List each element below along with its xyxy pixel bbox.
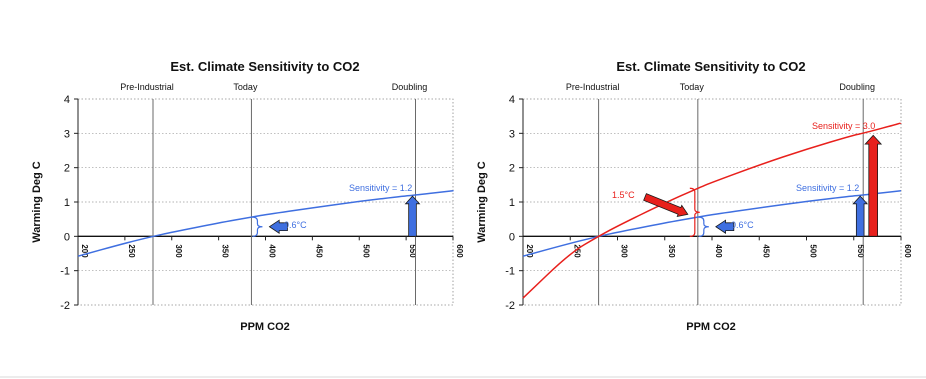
x-tick-label: 250 [127,244,136,258]
arrow-diagonal-red-shape [643,193,689,218]
y-axis-label: Warming Deg C [31,161,43,243]
warming-brace-red [689,187,700,237]
reference-line-label: Doubling [839,82,875,92]
chart-title: Est. Climate Sensitivity to CO2 [170,59,359,74]
x-tick-label: 450 [314,244,323,258]
x-tick-label: 500 [361,244,370,258]
x-tick-label: 500 [809,244,818,258]
x-axis-label: PPM CO2 [686,321,736,333]
warming-brace-blue [252,216,263,237]
warming-brace-blue [698,216,709,237]
y-tick-label: -1 [60,266,70,278]
y-tick-label: -2 [505,300,515,312]
reference-line-label: Doubling [392,82,428,92]
y-tick-label: -2 [60,300,70,312]
x-tick-label: 400 [268,244,277,258]
series-line-1 [522,189,902,257]
y-tick-label: 3 [509,128,515,140]
annotation-label: Sensitivity = 1.2 [796,183,859,193]
arrow-diagonal-red-icon [643,193,689,218]
reference-line-label: Pre-Industrial [120,82,174,92]
arrow-up-red-icon [864,134,883,237]
x-tick-label: 300 [620,244,629,258]
x-tick-label: 300 [174,244,183,258]
x-tick-label: 200 [525,244,534,258]
y-tick-label: 1 [509,197,515,209]
annotation-label: 1.5°C [612,190,635,200]
y-tick-label: 4 [64,94,70,106]
x-tick-label: 250 [572,244,581,258]
annotation-label: 0.6°C [284,220,307,230]
y-tick-label: 0 [64,231,70,243]
x-axis-label: PPM CO2 [240,321,290,333]
x-tick-label: 450 [761,244,770,258]
annotation-label: Sensitivity = 3.0 [812,121,875,131]
annotation-label: 0.6°C [731,220,754,230]
x-tick-label: 600 [455,244,464,258]
y-tick-label: 0 [509,231,515,243]
reference-line-label: Today [233,82,258,92]
arrow-up-blue-icon [852,195,869,237]
x-tick-label: 400 [714,244,723,258]
y-tick-label: 2 [509,163,515,175]
arrow-left-blue-icon [268,219,288,234]
y-tick-label: 1 [64,197,70,209]
y-tick-label: 3 [64,128,70,140]
x-tick-label: 600 [903,244,912,258]
chart-panel-2: Est. Climate Sensitivity to CO2 -2 -1 0 1 2 3 4… [476,59,912,333]
chart-panel-1: Est. Climate Sensitivity to CO2 -2 -1 0 1 2 3 4… [31,59,464,333]
x-tick-label: 350 [667,244,676,258]
arrow-up-blue-icon [404,195,421,237]
arrow-left-blue-icon [715,219,735,234]
series-line-1 [77,189,454,257]
reference-line-label: Today [680,82,705,92]
annotation-label: Sensitivity = 1.2 [349,183,412,193]
y-tick-label: 2 [64,163,70,175]
y-tick-label: 4 [509,94,515,106]
x-tick-label: 550 [408,244,417,258]
reference-line-label: Pre-Industrial [566,82,620,92]
chart-title: Est. Climate Sensitivity to CO2 [616,59,805,74]
x-tick-label: 350 [221,244,230,258]
y-tick-label: -1 [505,266,515,278]
x-tick-label: 200 [80,244,89,258]
y-axis-label: Warming Deg C [476,161,488,243]
series-line-2 [522,122,902,299]
x-tick-label: 550 [856,244,865,258]
